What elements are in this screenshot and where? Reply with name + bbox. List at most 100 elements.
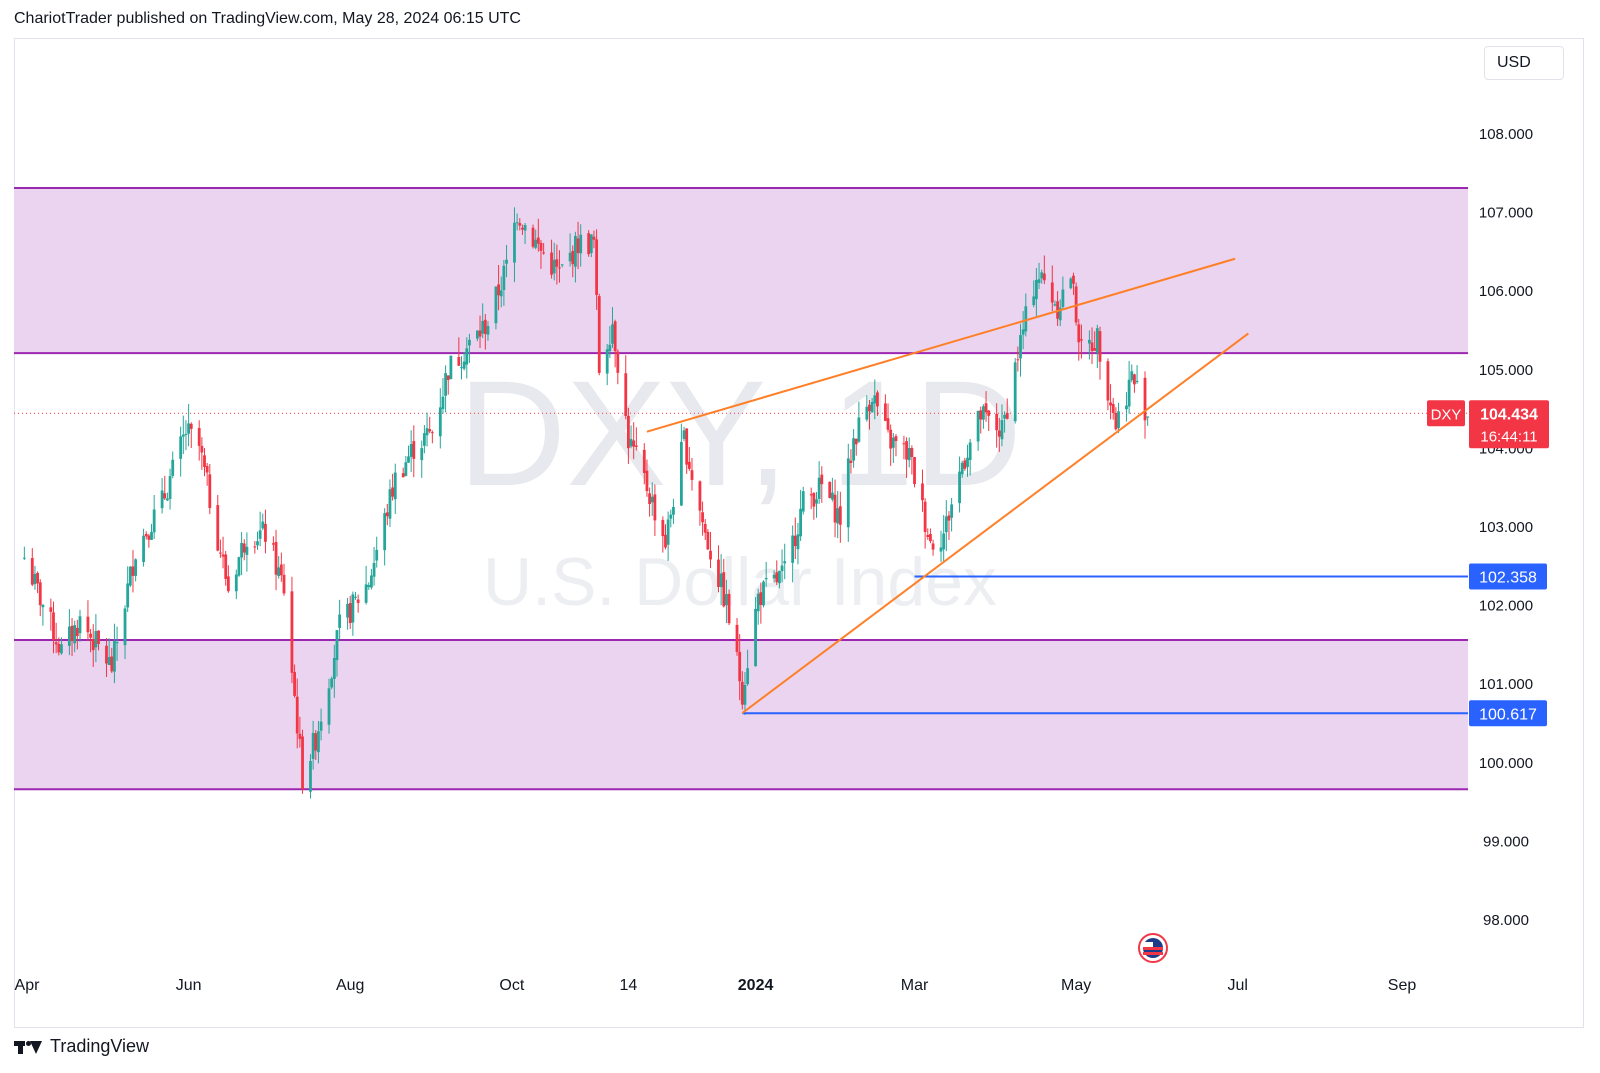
symbol-tag-label: DXY [1431, 406, 1462, 423]
candle [669, 509, 673, 528]
candle [1093, 331, 1097, 351]
candle [150, 523, 153, 541]
candle [317, 720, 320, 764]
y-tick-label: 107.000 [1479, 205, 1533, 222]
candle [690, 457, 694, 491]
candle [258, 511, 262, 547]
candle [383, 508, 387, 566]
candle [1098, 326, 1102, 380]
support-level-tag[interactable]: 100.617 [1469, 700, 1547, 727]
last-price-label: 104.434 [1480, 406, 1538, 423]
candle [642, 443, 646, 485]
candle [370, 569, 373, 590]
candle [891, 432, 895, 463]
overlay-layer [646, 257, 1468, 715]
candle [348, 595, 352, 629]
candle [224, 550, 228, 586]
candle [849, 449, 853, 474]
price-tags: DXY 104.434 16:44:11 102.358 100.617 [1427, 400, 1549, 727]
candle [815, 492, 818, 518]
candle [820, 466, 824, 503]
candle [205, 462, 209, 486]
candle [754, 597, 757, 667]
symbol-tag[interactable]: DXY [1427, 400, 1465, 427]
candle [679, 423, 683, 507]
candle [282, 563, 286, 596]
candle [931, 539, 935, 556]
watermark-name: U.S. Dollar Index [483, 544, 997, 620]
candle [873, 379, 877, 420]
candle [664, 524, 667, 550]
events-icon[interactable] [1138, 933, 1168, 963]
candle [611, 307, 614, 349]
candle [587, 230, 591, 257]
candle [475, 330, 479, 342]
y-tick-label: 101.000 [1479, 676, 1533, 693]
candle [505, 245, 508, 278]
candle [160, 478, 164, 514]
candle [624, 355, 628, 420]
candle [963, 457, 967, 471]
candle [571, 245, 575, 278]
candle [184, 420, 188, 451]
candle [783, 543, 787, 580]
candle [1130, 364, 1134, 383]
candle [425, 412, 429, 447]
candle [364, 565, 368, 605]
candle [738, 634, 742, 701]
candle [653, 484, 657, 537]
candle [1146, 416, 1150, 426]
candle [780, 549, 784, 583]
candle [234, 569, 238, 600]
candle [645, 459, 649, 497]
candle [1133, 373, 1136, 393]
candle [1019, 323, 1022, 377]
candle [486, 321, 490, 341]
candle [725, 579, 728, 624]
candle [746, 649, 750, 686]
candle [944, 500, 948, 552]
candle [128, 565, 132, 588]
candle [542, 242, 546, 255]
candle [70, 618, 74, 656]
candle [226, 565, 230, 593]
candle [449, 355, 453, 380]
candle [799, 489, 803, 541]
candle [168, 468, 172, 510]
support-level-tag[interactable]: 102.358 [1469, 563, 1547, 590]
candle [189, 422, 193, 449]
candle [22, 546, 26, 560]
candle [883, 394, 887, 422]
candle [592, 230, 596, 249]
candle [902, 435, 906, 460]
candle [301, 729, 304, 794]
candle [131, 550, 135, 593]
candle [764, 561, 768, 587]
y-tick-label: 102.000 [1479, 598, 1533, 615]
candle [1111, 397, 1115, 420]
candle [913, 456, 916, 488]
currency-button[interactable]: USD [1484, 46, 1564, 80]
candle [438, 388, 442, 449]
candle [743, 672, 747, 715]
candle [67, 609, 71, 656]
candle [240, 532, 243, 576]
candle [947, 511, 951, 540]
candle [78, 609, 82, 642]
candle [401, 467, 405, 478]
candle [147, 533, 151, 548]
candle [388, 479, 392, 527]
last-price-tag[interactable]: 104.434 16:44:11 [1469, 400, 1549, 449]
candle [38, 579, 42, 617]
candle [332, 644, 336, 698]
trendline-1[interactable] [741, 332, 1249, 714]
zone-rect-0 [14, 188, 1468, 354]
candle [94, 614, 98, 663]
candle [926, 528, 930, 540]
candle [494, 286, 498, 330]
candle [1135, 365, 1139, 384]
trendline-0[interactable] [646, 257, 1236, 433]
candle [179, 426, 183, 477]
candle [208, 464, 212, 515]
